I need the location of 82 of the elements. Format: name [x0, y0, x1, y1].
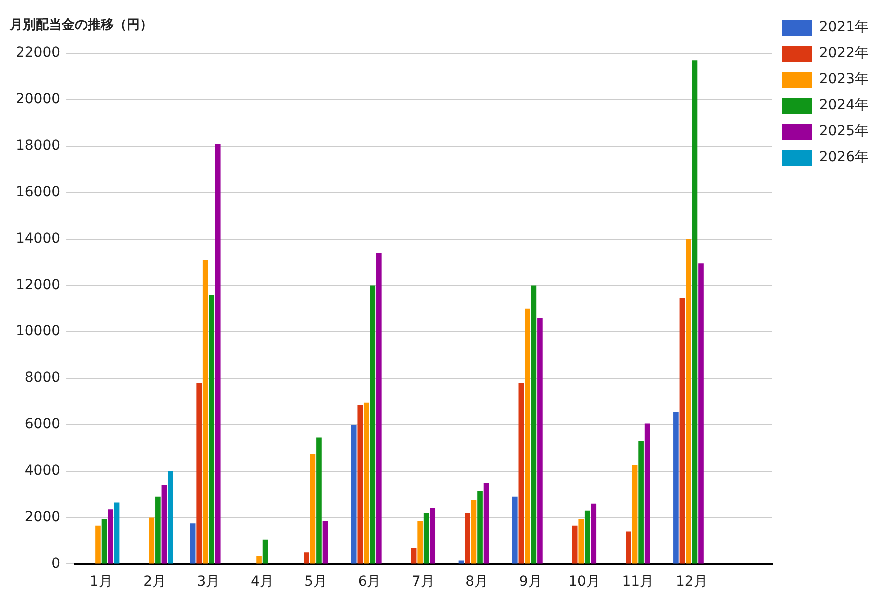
- y-tick-label: 16000: [16, 184, 61, 200]
- y-tick-label: 2000: [24, 509, 61, 526]
- y-tick-label: 20000: [16, 92, 61, 108]
- bar: [424, 513, 430, 564]
- x-tick-label: 12月: [676, 574, 708, 590]
- bar: [376, 253, 382, 564]
- bar: [196, 383, 202, 564]
- y-tick-label: 22000: [16, 45, 61, 62]
- bar: [518, 383, 524, 564]
- bar: [156, 496, 161, 564]
- bar: [262, 540, 268, 564]
- x-tick-label: 2月: [144, 574, 167, 590]
- bar: [538, 318, 543, 564]
- bar: [512, 496, 518, 564]
- legend-label: 2022年: [819, 46, 870, 62]
- y-tick-label: 10000: [16, 324, 61, 340]
- bar: [316, 438, 322, 564]
- bar: [692, 60, 698, 564]
- bar: [190, 524, 196, 564]
- x-tick-label: 8月: [466, 574, 489, 590]
- bar: [465, 513, 470, 564]
- x-tick-label: 7月: [412, 574, 435, 590]
- legend-label: 2023年: [819, 72, 870, 88]
- bar: [149, 518, 155, 564]
- bar: [458, 560, 464, 564]
- bar: [484, 482, 490, 564]
- y-tick-label: 0: [52, 556, 61, 572]
- bar: [310, 454, 316, 564]
- bar: [584, 510, 590, 564]
- y-tick-label: 12000: [16, 277, 61, 294]
- bar: [168, 471, 174, 564]
- bar: [358, 405, 364, 564]
- y-tick-label: 6000: [24, 416, 61, 433]
- legend-label: 2024年: [819, 98, 870, 114]
- bar: [304, 552, 310, 564]
- chart-title: 月別配当金の推移（円）: [9, 18, 153, 34]
- bar: [162, 485, 168, 564]
- bar: [632, 466, 638, 564]
- y-tick-label: 4000: [24, 463, 61, 480]
- bar: [370, 286, 376, 564]
- bar: [531, 286, 537, 564]
- bar: [471, 500, 477, 564]
- bar: [411, 548, 417, 564]
- x-tick-label: 10月: [568, 574, 600, 590]
- legend-label: 2025年: [819, 124, 870, 140]
- bar: [114, 502, 120, 564]
- bar: [209, 294, 215, 564]
- bar: [578, 518, 584, 564]
- legend-label: 2026年: [819, 150, 870, 166]
- y-tick-label: 14000: [16, 230, 61, 247]
- bar: [638, 441, 644, 564]
- bar: [478, 491, 483, 564]
- bar: [430, 508, 436, 564]
- x-tick-label: 6月: [358, 574, 382, 590]
- x-tick-label: 4月: [250, 574, 274, 590]
- bar: [644, 424, 650, 564]
- x-tick-label: 11月: [622, 574, 654, 590]
- bar: [322, 521, 328, 564]
- bar: [351, 424, 357, 564]
- bar: [686, 239, 692, 564]
- bar: [215, 144, 221, 564]
- x-tick-label: 3月: [197, 574, 220, 590]
- bar: [364, 402, 370, 564]
- x-tick-label: 5月: [304, 574, 328, 590]
- bar: [102, 518, 108, 564]
- bar: [525, 308, 530, 564]
- y-tick-label: 18000: [16, 138, 61, 154]
- x-tick-label: 9月: [519, 574, 542, 590]
- bar: [591, 504, 597, 564]
- bar: [256, 556, 262, 564]
- bar: [418, 521, 423, 564]
- bar: [626, 532, 632, 564]
- bar: [674, 412, 679, 564]
- bar: [698, 264, 704, 564]
- x-tick-label: 1月: [90, 574, 113, 590]
- bar: [572, 526, 578, 564]
- bar: [108, 510, 114, 564]
- bar: [202, 260, 208, 564]
- bar: [96, 526, 101, 564]
- bar: [680, 298, 686, 564]
- y-tick-label: 8000: [24, 370, 61, 386]
- legend-label: 2021年: [819, 20, 870, 36]
